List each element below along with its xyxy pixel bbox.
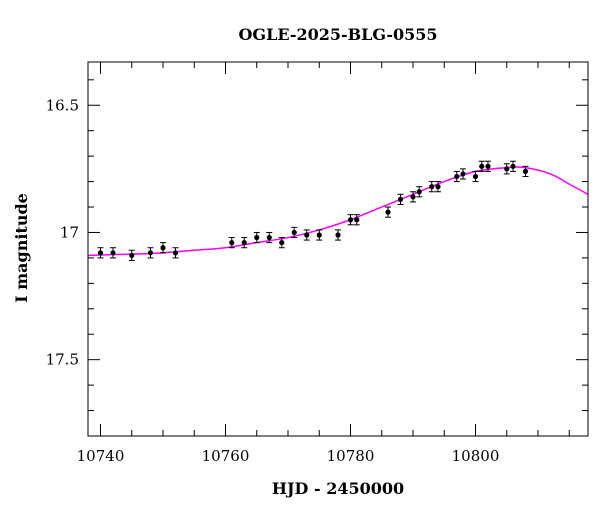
data-point	[229, 240, 235, 246]
y-axis-label: I magnitude	[12, 193, 31, 303]
data-point	[304, 232, 310, 238]
data-point	[254, 234, 260, 241]
data-point	[97, 250, 104, 256]
data-point	[416, 189, 422, 195]
data-point	[485, 163, 491, 169]
data-point	[504, 166, 510, 172]
data-point	[460, 171, 466, 177]
data-point	[347, 217, 354, 223]
data-point	[110, 250, 116, 256]
data-point	[279, 240, 285, 246]
data-point	[510, 163, 516, 169]
x-tick-label: 10800	[452, 447, 500, 465]
y-tick-label: 17.5	[46, 351, 79, 369]
y-tick-label: 17	[60, 223, 79, 241]
data-point	[397, 196, 404, 202]
data-point	[147, 250, 154, 256]
x-axis-label: HJD - 2450000	[272, 479, 404, 498]
data-point	[454, 173, 460, 180]
x-tick-label: 10780	[327, 447, 375, 465]
data-point	[316, 232, 322, 238]
data-point	[522, 168, 529, 175]
data-point	[291, 229, 297, 236]
data-point	[129, 252, 135, 258]
model-curve	[88, 166, 588, 257]
data-point	[472, 173, 479, 180]
data-point	[435, 184, 441, 190]
y-tick-label: 16.5	[46, 96, 79, 114]
data-point	[241, 240, 247, 246]
data-point	[266, 234, 272, 241]
data-point	[479, 163, 485, 169]
data-point	[410, 194, 416, 200]
plot-frame	[87, 61, 589, 437]
x-tick-label: 10740	[77, 447, 125, 465]
data-point	[335, 232, 341, 238]
data-point	[172, 250, 179, 256]
x-tick-label: 10760	[202, 447, 250, 465]
chart-title: OGLE-2025-BLG-0555	[238, 25, 437, 44]
data-point	[354, 217, 360, 223]
data-point	[385, 209, 391, 215]
data-point	[429, 184, 435, 190]
plot-area: 10740 10760 10780 10800 16.5 17 17.5	[46, 61, 589, 465]
data-point	[160, 245, 166, 251]
